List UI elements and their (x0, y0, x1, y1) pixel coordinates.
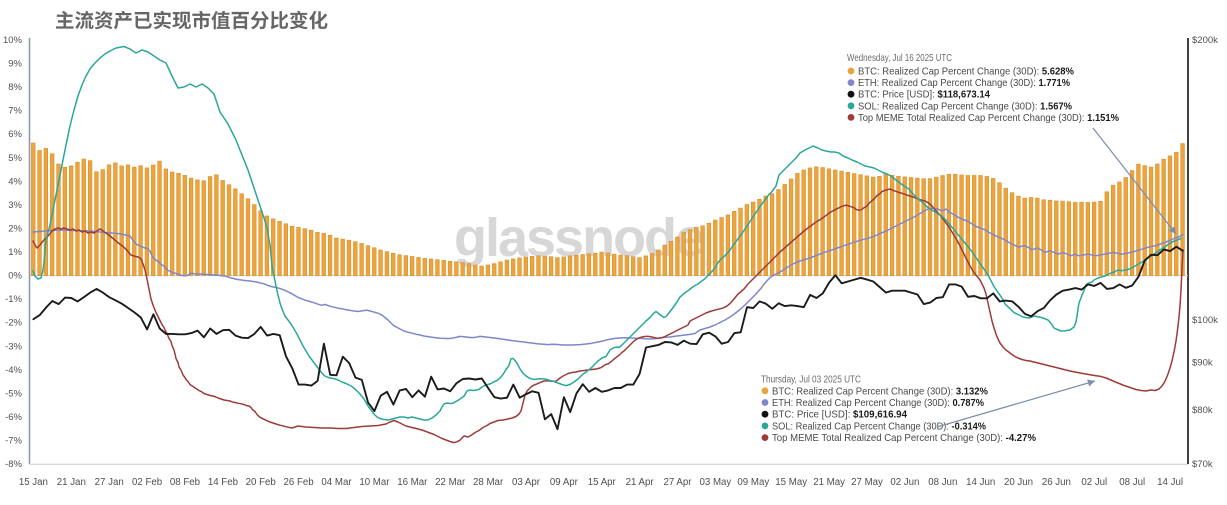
svg-text:$100k: $100k (1192, 315, 1218, 326)
svg-text:-6%: -6% (5, 412, 22, 423)
svg-text:08 Feb: 08 Feb (170, 477, 200, 488)
svg-text:14 Jun: 14 Jun (966, 477, 995, 488)
svg-text:09 May: 09 May (737, 477, 769, 488)
svg-text:$70k: $70k (1192, 459, 1213, 470)
svg-text:09 Apr: 09 Apr (550, 477, 579, 488)
svg-text:BTC: Realized Cap Percent Chan: BTC: Realized Cap Percent Change (30D): … (858, 67, 1074, 78)
svg-text:-4%: -4% (5, 365, 22, 376)
svg-text:SOL: Realized Cap Percent Chan: SOL: Realized Cap Percent Change (30D): … (772, 421, 986, 432)
svg-text:14 Jul: 14 Jul (1157, 477, 1183, 488)
svg-text:Top MEME Total Realized Cap Pe: Top MEME Total Realized Cap Percent Chan… (858, 113, 1119, 124)
svg-text:-1%: -1% (5, 294, 22, 305)
svg-text:20 Jun: 20 Jun (1004, 477, 1033, 488)
svg-text:Thursday, Jul 03 2025 UTC: Thursday, Jul 03 2025 UTC (761, 375, 861, 386)
svg-text:-2%: -2% (5, 318, 22, 329)
svg-text:28 Mar: 28 Mar (473, 477, 504, 488)
svg-text:3%: 3% (8, 200, 22, 211)
svg-text:03 Apr: 03 Apr (512, 477, 541, 488)
svg-text:02 Jun: 02 Jun (890, 477, 919, 488)
svg-text:10 Mar: 10 Mar (359, 477, 390, 488)
svg-text:BTC: Price [USD]: $118,673.14: BTC: Price [USD]: $118,673.14 (858, 90, 990, 101)
svg-text:-8%: -8% (5, 459, 22, 470)
svg-text:02 Feb: 02 Feb (132, 477, 162, 488)
svg-text:2%: 2% (8, 224, 22, 235)
svg-text:5%: 5% (8, 153, 22, 164)
svg-text:20 Feb: 20 Feb (246, 477, 276, 488)
svg-text:04 Mar: 04 Mar (321, 477, 352, 488)
svg-text:4%: 4% (8, 176, 22, 187)
svg-text:15 May: 15 May (775, 477, 807, 488)
svg-text:10%: 10% (3, 35, 23, 46)
svg-text:21 May: 21 May (813, 477, 845, 488)
svg-text:22 Mar: 22 Mar (435, 477, 466, 488)
svg-text:27 Jan: 27 Jan (95, 477, 124, 488)
svg-text:08 Jul: 08 Jul (1119, 477, 1145, 488)
svg-text:-5%: -5% (5, 388, 22, 399)
svg-text:ETH: Realized Cap Percent Chan: ETH: Realized Cap Percent Change (30D): … (772, 398, 984, 409)
svg-text:-3%: -3% (5, 341, 22, 352)
svg-text:15 Apr: 15 Apr (588, 477, 617, 488)
svg-text:27 May: 27 May (851, 477, 883, 488)
svg-text:SOL: Realized Cap Percent Chan: SOL: Realized Cap Percent Change (30D): … (858, 101, 1072, 112)
svg-text:-7%: -7% (5, 436, 22, 447)
svg-text:6%: 6% (8, 129, 22, 140)
svg-text:14 Feb: 14 Feb (208, 477, 238, 488)
svg-text:08 Jun: 08 Jun (928, 477, 957, 488)
svg-text:15 Jan: 15 Jan (19, 477, 48, 488)
svg-text:8%: 8% (8, 82, 22, 93)
svg-text:$80k: $80k (1192, 405, 1213, 416)
svg-text:ETH: Realized Cap Percent Chan: ETH: Realized Cap Percent Change (30D): … (858, 78, 1070, 89)
svg-text:03 May: 03 May (700, 477, 732, 488)
svg-text:BTC: Realized Cap Percent Chan: BTC: Realized Cap Percent Change (30D): … (772, 386, 988, 397)
svg-text:16 Mar: 16 Mar (397, 477, 428, 488)
svg-text:21 Apr: 21 Apr (626, 477, 655, 488)
svg-text:02 Jul: 02 Jul (1081, 477, 1107, 488)
svg-text:21 Jan: 21 Jan (57, 477, 86, 488)
svg-text:7%: 7% (8, 106, 22, 117)
svg-text:$90k: $90k (1192, 358, 1213, 369)
svg-text:26 Jun: 26 Jun (1042, 477, 1071, 488)
svg-text:Top MEME Total Realized Cap Pe: Top MEME Total Realized Cap Percent Chan… (772, 433, 1036, 444)
svg-text:Wednesday, Jul 16 2025 UTC: Wednesday, Jul 16 2025 UTC (847, 53, 952, 64)
svg-text:9%: 9% (8, 59, 22, 70)
svg-text:BTC: Price [USD]: $109,616.94: BTC: Price [USD]: $109,616.94 (772, 410, 907, 421)
svg-text:27 Apr: 27 Apr (663, 477, 692, 488)
svg-text:1%: 1% (8, 247, 22, 258)
svg-text:$200k: $200k (1192, 35, 1218, 46)
svg-text:26 Feb: 26 Feb (284, 477, 314, 488)
svg-text:0%: 0% (8, 271, 22, 282)
